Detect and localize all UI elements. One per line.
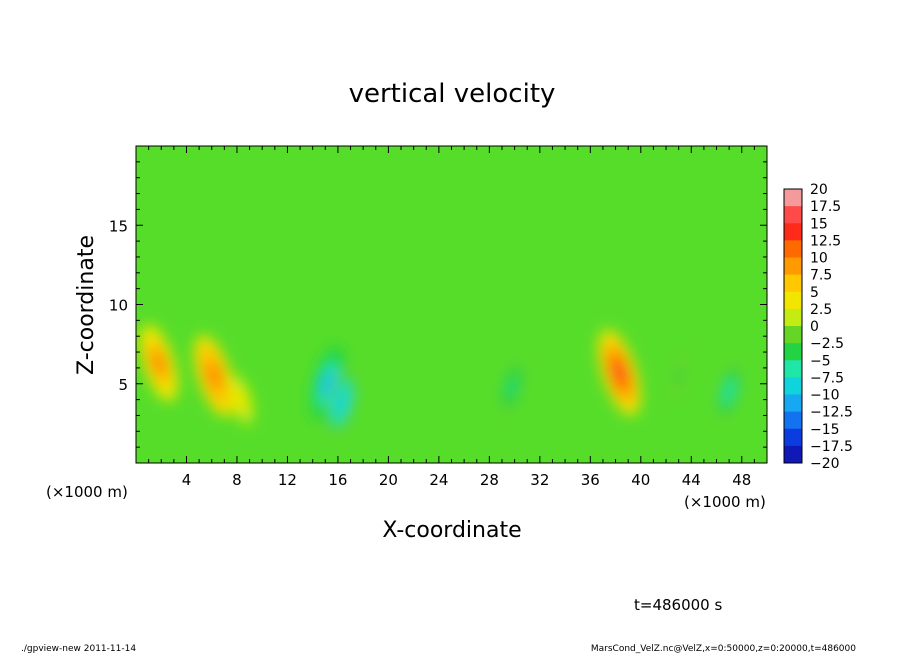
colorbar-label: 5 bbox=[810, 285, 819, 301]
footer-right: MarsCond_VelZ.nc@VelZ,x=0:50000,z=0:2000… bbox=[591, 644, 856, 654]
y-tick-label: 10 bbox=[109, 297, 128, 315]
colorbar-label: 0 bbox=[810, 319, 819, 335]
x-axis: 4 8 12 16 20 24 28 32 36 40 44 48 bbox=[148, 146, 755, 489]
footer-left: ./gpview-new 2011-11-14 bbox=[21, 644, 136, 654]
x-tick-label: 44 bbox=[682, 471, 701, 489]
colorbar-label: −15 bbox=[810, 422, 840, 438]
colorbar-label: 15 bbox=[810, 216, 828, 232]
time-label: t=486000 s bbox=[634, 596, 722, 614]
colorbar-label: −2.5 bbox=[810, 336, 844, 352]
colorbar-label: 20 bbox=[810, 182, 828, 198]
x-tick-label: 4 bbox=[182, 471, 192, 489]
colorbar-segment bbox=[784, 291, 802, 310]
velocity-contour bbox=[323, 374, 333, 393]
colorbar-label: 17.5 bbox=[810, 199, 841, 215]
velocity-contour bbox=[676, 370, 682, 382]
x-tick-label: 24 bbox=[429, 471, 448, 489]
colorbar-segment bbox=[784, 223, 802, 241]
y-tick-label: 5 bbox=[118, 376, 128, 394]
velocity-contour bbox=[209, 366, 220, 386]
colorbar-segment bbox=[784, 189, 802, 207]
x-tick-label: 16 bbox=[328, 471, 347, 489]
x-unit-label: (×1000 m) bbox=[46, 483, 128, 501]
y-axis-label: Z-coordinate bbox=[74, 235, 99, 375]
chart-title: vertical velocity bbox=[349, 79, 556, 109]
colorbar-label: −5 bbox=[810, 353, 831, 369]
colorbar-label: 10 bbox=[810, 251, 828, 267]
colorbar-segment bbox=[784, 206, 802, 224]
colorbar-segment bbox=[784, 326, 802, 344]
colorbar-label: −17.5 bbox=[810, 439, 853, 455]
velocity-contour bbox=[337, 394, 346, 412]
plot-area bbox=[135, 145, 768, 464]
velocity-contour bbox=[725, 384, 733, 399]
colorbar-frame bbox=[783, 188, 803, 464]
velocity-contour bbox=[237, 393, 244, 406]
colorbar-segment bbox=[784, 428, 802, 447]
colorbar-label: 12.5 bbox=[810, 233, 841, 249]
velocity-field bbox=[139, 324, 743, 439]
colorbar-segment bbox=[784, 377, 802, 395]
colorbar-segment bbox=[784, 257, 802, 276]
x-tick-label: 28 bbox=[480, 471, 499, 489]
velocity-blobs bbox=[139, 324, 743, 439]
x-tick-label: 8 bbox=[232, 471, 242, 489]
velocity-contour bbox=[614, 362, 625, 383]
x-unit-label-right: (×1000 m) bbox=[684, 493, 766, 511]
x-tick-label: 40 bbox=[631, 471, 650, 489]
colorbar-label: 7.5 bbox=[810, 268, 832, 284]
velocity-contour bbox=[154, 353, 164, 373]
colorbar-segment bbox=[784, 394, 802, 413]
y-tick-label: 15 bbox=[109, 217, 128, 235]
colorbar-label: 2.5 bbox=[810, 302, 832, 318]
x-tick-label: 20 bbox=[379, 471, 398, 489]
colorbar-label: −20 bbox=[810, 456, 840, 472]
colorbar-segment bbox=[784, 240, 802, 258]
colorbar-segment bbox=[784, 360, 802, 378]
y-axis: 5 10 15 bbox=[109, 161, 767, 448]
colorbar-segment bbox=[784, 411, 802, 430]
colorbar-label: −7.5 bbox=[810, 370, 844, 386]
colorbar-segment bbox=[784, 274, 802, 293]
colorbar-segment bbox=[784, 308, 802, 327]
colorbar-segment bbox=[784, 343, 802, 361]
colorbar-label: −12.5 bbox=[810, 405, 853, 421]
colorbar-segment bbox=[784, 445, 802, 464]
x-axis-label: X-coordinate bbox=[382, 518, 521, 543]
colorbar-label: −10 bbox=[810, 388, 840, 404]
x-tick-label: 48 bbox=[732, 471, 751, 489]
velocity-contour bbox=[509, 380, 516, 394]
x-tick-label: 32 bbox=[530, 471, 549, 489]
field-background bbox=[136, 146, 767, 463]
x-tick-label: 36 bbox=[581, 471, 600, 489]
x-tick-label: 12 bbox=[278, 471, 297, 489]
